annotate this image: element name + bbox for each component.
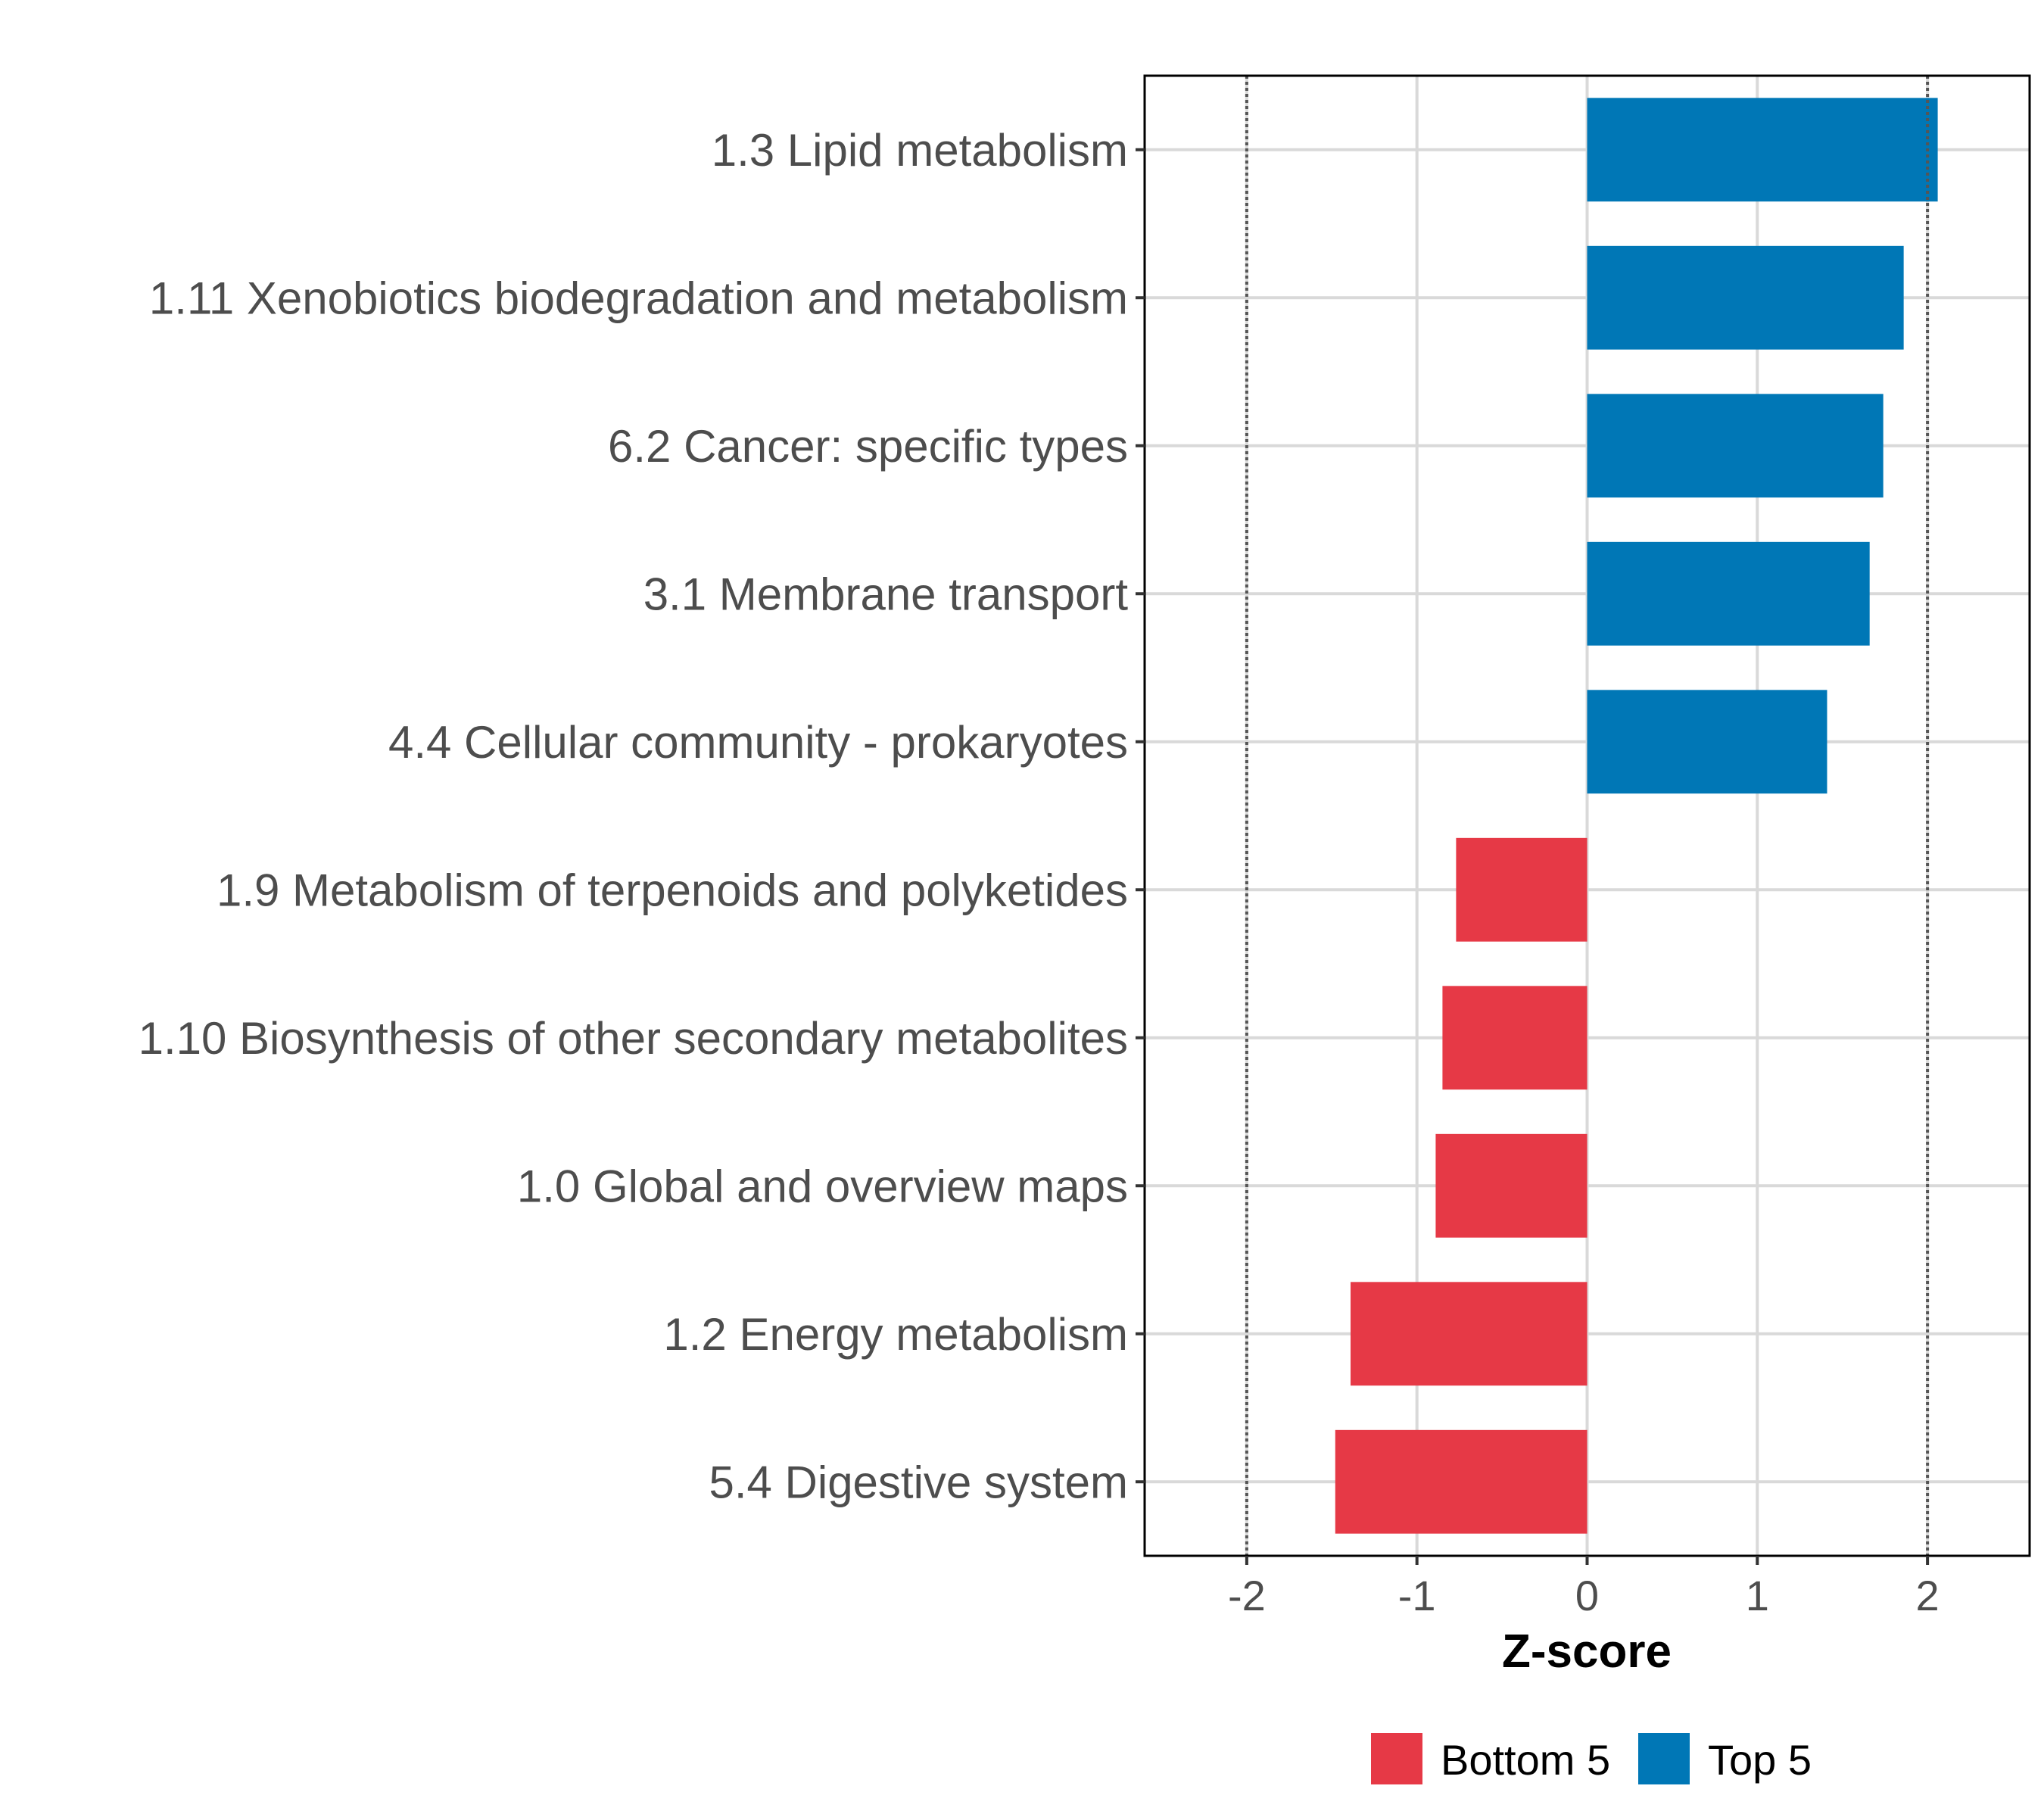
y-tick-label: 1.2 Energy metabolism xyxy=(663,1309,1128,1360)
legend-key xyxy=(1371,1733,1422,1784)
bar xyxy=(1435,1133,1588,1238)
bar xyxy=(1351,1282,1588,1386)
reference-lines xyxy=(1245,76,1930,1556)
x-tick-label: 0 xyxy=(1575,1572,1599,1619)
legend-label: Top 5 xyxy=(1708,1736,1812,1784)
bar xyxy=(1587,541,1870,646)
x-tick-label: -2 xyxy=(1228,1572,1266,1619)
bar xyxy=(1587,98,1938,202)
y-tick-label: 5.4 Digestive system xyxy=(709,1457,1128,1507)
y-tick-label: 1.10 Biosynthesis of other secondary met… xyxy=(139,1013,1128,1064)
x-tick-label: 1 xyxy=(1746,1572,1769,1619)
y-tick-label: 3.1 Membrane transport xyxy=(643,569,1129,619)
bar xyxy=(1442,986,1588,1090)
bars xyxy=(1335,98,1938,1534)
bar xyxy=(1587,245,1904,350)
bar xyxy=(1335,1429,1588,1534)
y-tick-label: 1.9 Metabolism of terpenoids and polyket… xyxy=(217,865,1128,915)
y-axis: 1.3 Lipid metabolism 1.11 Xenobiotics bio… xyxy=(139,125,1145,1507)
x-axis: -2 -1 0 1 2 xyxy=(1228,1556,1940,1619)
x-tick-label: 2 xyxy=(1916,1572,1940,1619)
y-tick-label: 4.4 Cellular community - prokaryotes xyxy=(388,717,1128,768)
legend-key xyxy=(1638,1733,1690,1784)
x-axis-title: Z-score xyxy=(1502,1625,1672,1678)
x-tick-label: -1 xyxy=(1398,1572,1436,1619)
y-tick-label: 1.11 Xenobiotics biodegradation and meta… xyxy=(149,273,1128,323)
bar xyxy=(1456,837,1588,942)
legend: Bottom 5 Top 5 xyxy=(1371,1733,1812,1784)
bar xyxy=(1587,394,1884,498)
y-tick-label: 6.2 Cancer: specific types xyxy=(608,421,1128,472)
bar xyxy=(1587,690,1827,794)
legend-label: Bottom 5 xyxy=(1441,1736,1610,1784)
y-tick-label: 1.3 Lipid metabolism xyxy=(712,125,1128,176)
y-tick-label: 1.0 Global and overview maps xyxy=(517,1161,1128,1211)
